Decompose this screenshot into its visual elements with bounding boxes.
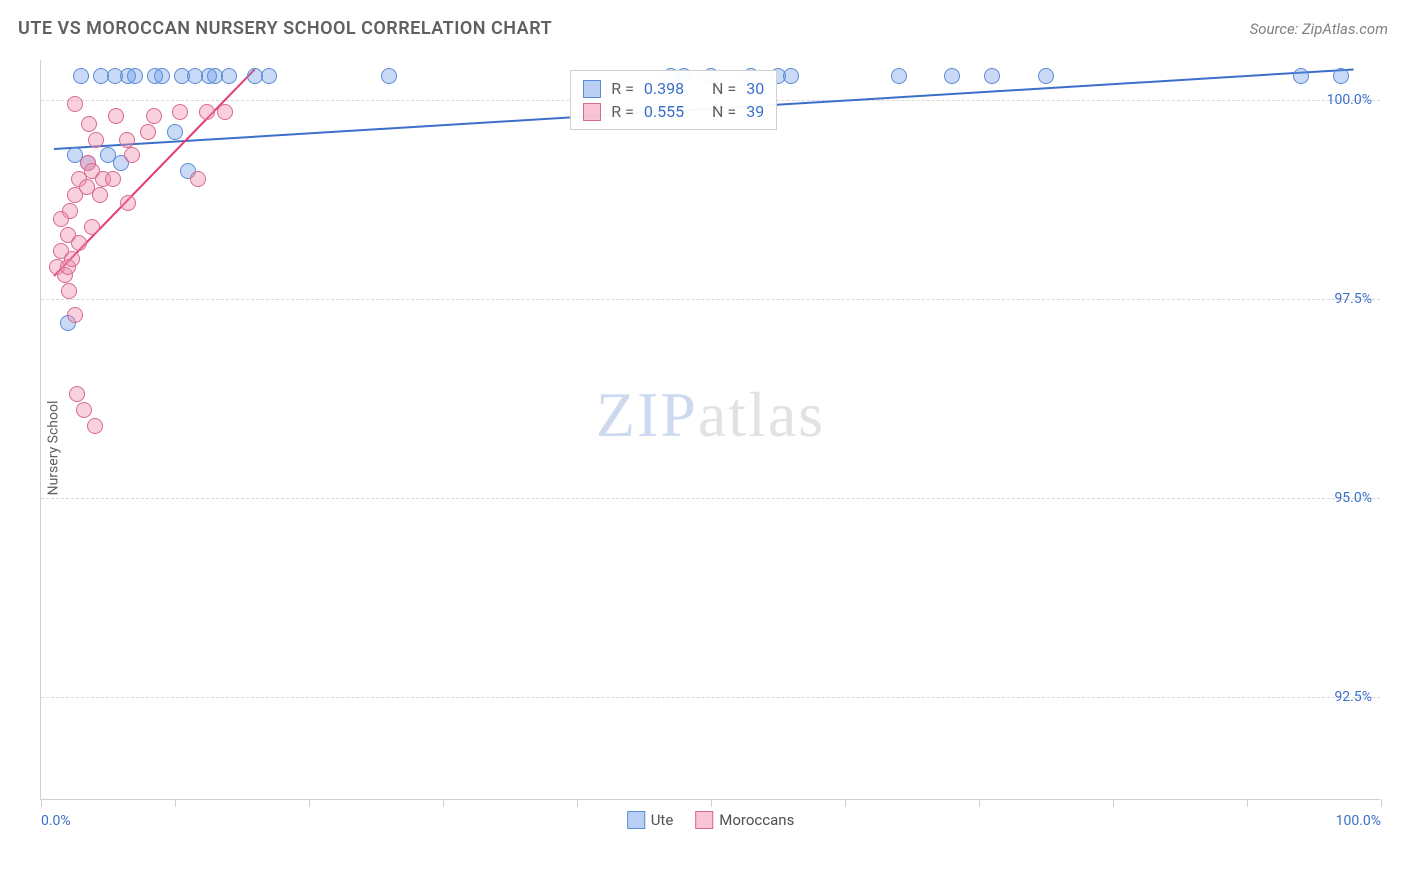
series-swatch [583,80,601,98]
r-value: 0.555 [644,102,684,121]
n-value: 30 [746,79,764,98]
data-point [167,124,183,140]
data-point [381,68,397,84]
stat-label: R = [611,102,634,121]
data-point [146,108,162,124]
x-tick-label: 0.0% [41,813,71,829]
data-point [61,283,77,299]
chart-header: UTE VS MOROCCAN NURSERY SCHOOL CORRELATI… [18,18,1388,39]
chart-title: UTE VS MOROCCAN NURSERY SCHOOL CORRELATI… [18,18,552,39]
data-point [67,307,83,323]
x-tick [309,799,310,807]
data-point [73,68,89,84]
legend-label: Moroccans [719,811,794,829]
x-tick [41,799,42,807]
legend-swatch [627,811,645,829]
data-point [199,104,215,120]
n-value: 39 [746,102,764,121]
stat-label: N = [712,79,736,98]
data-point [87,418,103,434]
data-point [1038,68,1054,84]
x-tick [979,799,980,807]
legend: Ute Moroccans [627,811,795,829]
stat-row: R = 0.398 N = 30 [583,77,764,100]
gridline [41,697,1380,698]
stat-row: R = 0.555 N = 39 [583,100,764,123]
data-point [64,251,80,267]
data-point [140,124,156,140]
plot-region: ZIPatlas 100.0%97.5%95.0%92.5%0.0%100.0%… [40,60,1380,800]
source-attribution: Source: ZipAtlas.com [1250,20,1388,38]
stat-label: N = [712,102,736,121]
x-tick [1113,799,1114,807]
y-tick-label: 97.5% [1334,291,1372,307]
data-point [120,195,136,211]
series-swatch [583,103,601,121]
data-point [69,386,85,402]
data-point [1293,68,1309,84]
data-point [62,203,78,219]
y-tick-label: 92.5% [1334,689,1372,705]
data-point [84,219,100,235]
data-point [1333,68,1349,84]
x-tick [1381,799,1382,807]
data-point [217,104,233,120]
chart-area: Nursery School ZIPatlas 100.0%97.5%95.0%… [0,48,1406,848]
data-point [221,68,237,84]
data-point [67,96,83,112]
legend-item: Ute [627,811,674,829]
data-point [108,108,124,124]
data-point [783,68,799,84]
data-point [190,171,206,187]
data-point [127,68,143,84]
legend-swatch [695,811,713,829]
correlation-stats-box: R = 0.398 N = 30 R = 0.555 N = 39 [570,70,777,130]
data-point [172,104,188,120]
data-point [261,68,277,84]
x-tick [577,799,578,807]
data-point [891,68,907,84]
data-point [944,68,960,84]
data-point [88,132,104,148]
data-point [119,132,135,148]
data-point [105,171,121,187]
gridline [41,299,1380,300]
data-point [154,68,170,84]
data-point [76,402,92,418]
x-tick [175,799,176,807]
data-point [984,68,1000,84]
stat-label: R = [611,79,634,98]
y-tick-label: 100.0% [1327,92,1372,108]
data-point [124,147,140,163]
x-tick-label: 100.0% [1336,813,1381,829]
data-point [81,116,97,132]
data-point [71,235,87,251]
x-tick [443,799,444,807]
legend-item: Moroccans [695,811,794,829]
data-point [92,187,108,203]
legend-label: Ute [651,811,674,829]
y-tick-label: 95.0% [1334,490,1372,506]
gridline [41,498,1380,499]
x-tick [1247,799,1248,807]
r-value: 0.398 [644,79,684,98]
watermark: ZIPatlas [596,378,825,452]
x-tick [711,799,712,807]
x-tick [845,799,846,807]
